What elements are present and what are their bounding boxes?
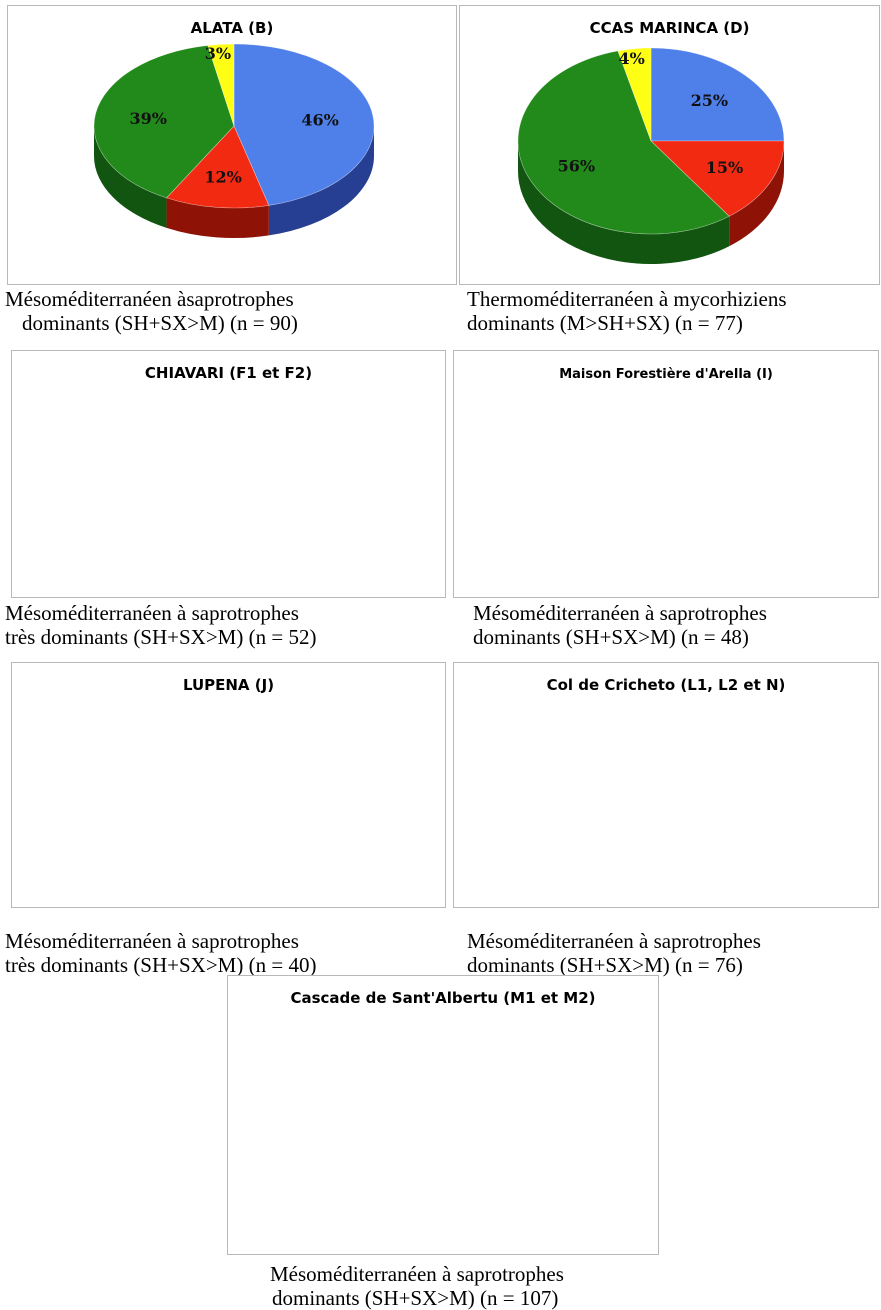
pie-slice bbox=[650, 47, 785, 142]
chart-caption: Mésoméditerranéen à saprotrophes dominant… bbox=[473, 601, 767, 649]
pie-chart-svg: Maison Forestière d'Arella (I)38%28%33%1… bbox=[559, 367, 773, 382]
caption-line: très dominants (SH+SX>M) (n = 40) bbox=[5, 953, 317, 977]
pie-chart-svg: CCAS MARINCA (D) 25% 15% 56% 4% bbox=[517, 19, 785, 265]
pie-chart-svg: ALATA (B) 46% 12% 39% 3% bbox=[93, 19, 375, 238]
pie-chart-panel: CCAS MARINCA (D) 25% 15% 56% 4% bbox=[459, 5, 880, 285]
slice-data-label: 39% bbox=[130, 109, 167, 128]
slice-data-label: 4% bbox=[618, 49, 644, 68]
caption-line: Mésoméditerranéen à saprotrophes bbox=[270, 1262, 564, 1286]
chart-title: CHIAVARI (F1 et F2) bbox=[145, 364, 312, 382]
pie-slice-side bbox=[94, 126, 167, 228]
pie-slice-side bbox=[268, 126, 374, 236]
caption-line: très dominants (SH+SX>M) (n = 52) bbox=[5, 625, 317, 649]
pie-slice bbox=[93, 45, 235, 199]
pie-slice bbox=[650, 140, 785, 217]
pie-chart-panel: CHIAVARI (F1 et F2)40%42%10%8% bbox=[11, 350, 446, 598]
pie-slice-side bbox=[518, 141, 730, 265]
pie-chart-panel: LUPENA (J)47%32%13%8% bbox=[11, 662, 446, 908]
caption-line: Mésoméditerranéen à saprotrophes bbox=[5, 601, 299, 625]
caption-line: Mésoméditerranéen àsaprotrophes bbox=[5, 287, 294, 311]
chart-title: Cascade de Sant'Albertu (M1 et M2) bbox=[290, 989, 595, 1007]
slice-data-label: 3% bbox=[205, 44, 231, 63]
pie-chart-panel: ALATA (B) 46% 12% 39% 3% bbox=[7, 5, 457, 285]
pie-chart-panel: Cascade de Sant'Albertu (M1 et M2)43%10%… bbox=[227, 975, 659, 1255]
chart-title: CCAS MARINCA (D) bbox=[590, 19, 750, 37]
chart-title: Col de Cricheto (L1, L2 et N) bbox=[547, 676, 786, 694]
chart-caption: Mésoméditerranéen àsaprotrophes dominants… bbox=[5, 287, 298, 335]
chart-title: Maison Forestière d'Arella (I) bbox=[559, 367, 773, 382]
pie-slice bbox=[233, 43, 375, 206]
slice-data-label: 12% bbox=[204, 167, 241, 186]
slice-data-label: 46% bbox=[301, 111, 338, 130]
chart-caption: Mésoméditerranéen à saprotrophes dominant… bbox=[270, 1262, 564, 1310]
caption-line: Mésoméditerranéen à saprotrophes bbox=[5, 929, 299, 953]
caption-line: dominants (SH+SX>M) (n = 90) bbox=[22, 311, 298, 335]
chart-caption: Mésoméditerranéen à saprotrophes dominant… bbox=[467, 929, 761, 977]
pie-slice bbox=[617, 47, 652, 142]
caption-line: Thermoméditerranéen à mycorhiziens bbox=[467, 287, 787, 311]
chart-title: ALATA (B) bbox=[191, 19, 274, 37]
pie-chart-svg: LUPENA (J)47%32%13%8% bbox=[183, 676, 274, 694]
slice-data-label: 25% bbox=[691, 91, 728, 110]
pie-chart-svg: Col de Cricheto (L1, L2 et N)46%16%37%1% bbox=[547, 676, 786, 694]
chart-caption: Thermoméditerranéen à mycorhiziens domina… bbox=[467, 287, 787, 335]
caption-line: dominants (SH+SX>M) (n = 48) bbox=[473, 625, 749, 649]
chart-caption: Mésoméditerranéen à saprotrophes très dom… bbox=[5, 601, 316, 649]
pie-slice bbox=[517, 50, 730, 235]
pie-chart-panel: Maison Forestière d'Arella (I)38%28%33%1… bbox=[453, 350, 879, 598]
pie-slice-side bbox=[729, 141, 784, 247]
caption-line: dominants (SH+SX>M) (n = 107) bbox=[272, 1286, 559, 1310]
pie-chart-panel: Col de Cricheto (L1, L2 et N)46%16%37%1% bbox=[453, 662, 879, 908]
slice-data-label: 15% bbox=[706, 158, 743, 177]
chart-title: LUPENA (J) bbox=[183, 676, 274, 694]
caption-line: dominants (M>SH+SX) (n = 77) bbox=[467, 311, 743, 335]
caption-line: Mésoméditerranéen à saprotrophes bbox=[467, 929, 761, 953]
chart-caption: Mésoméditerranéen à saprotrophes très dom… bbox=[5, 929, 316, 977]
pie-slice bbox=[207, 43, 235, 127]
pie-chart-svg: Cascade de Sant'Albertu (M1 et M2)43%10%… bbox=[290, 989, 595, 1007]
caption-line: dominants (SH+SX>M) (n = 76) bbox=[467, 953, 743, 977]
slice-data-label: 56% bbox=[558, 157, 595, 176]
caption-line: Mésoméditerranéen à saprotrophes bbox=[473, 601, 767, 625]
pie-chart-svg: CHIAVARI (F1 et F2)40%42%10%8% bbox=[145, 364, 312, 382]
pie-slice bbox=[166, 125, 270, 209]
